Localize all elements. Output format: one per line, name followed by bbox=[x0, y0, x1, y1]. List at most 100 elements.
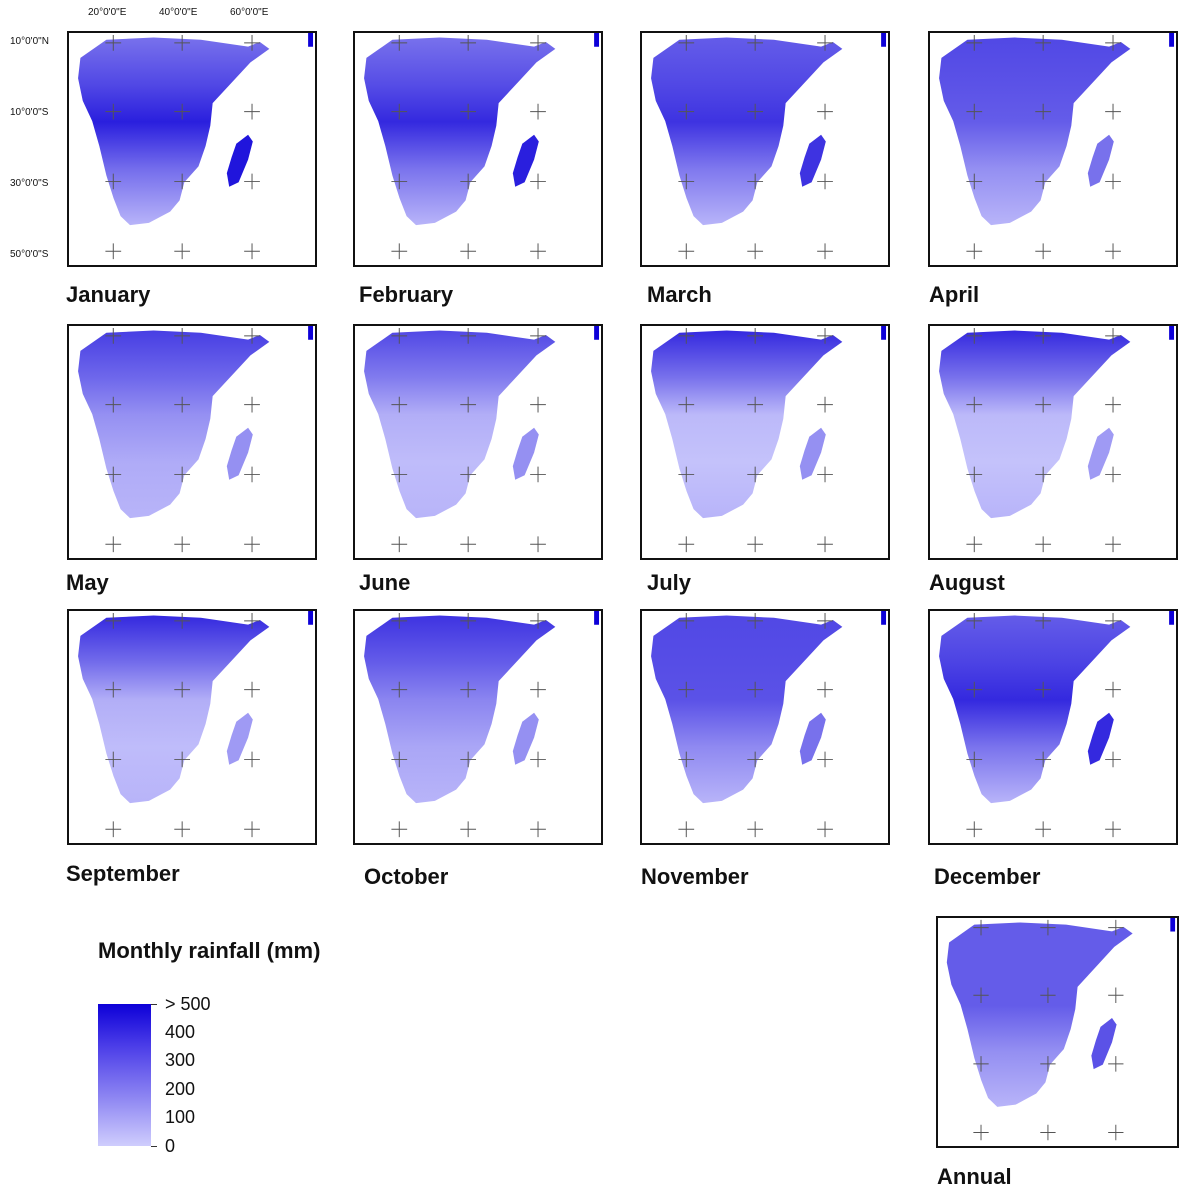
legend-tickmark bbox=[151, 1146, 157, 1147]
graticule-cross bbox=[460, 327, 477, 344]
y-axis-label-50s: 50°0'0"S bbox=[10, 249, 49, 260]
graticule-cross bbox=[530, 173, 546, 190]
graticule-cross bbox=[966, 612, 983, 629]
graticule-cross bbox=[678, 751, 695, 768]
graticule-cross bbox=[747, 173, 764, 190]
rainfall-map bbox=[364, 611, 600, 838]
graticule-cross bbox=[1035, 396, 1052, 413]
graticule-cross bbox=[1105, 466, 1121, 483]
rainfall-map bbox=[939, 611, 1175, 838]
legend-tick-300: 300 bbox=[165, 1050, 196, 1070]
graticule-cross bbox=[105, 751, 122, 768]
graticule-cross bbox=[391, 612, 408, 629]
graticule-cross bbox=[1035, 681, 1052, 698]
graticule-cross bbox=[966, 327, 983, 344]
rainfall-map bbox=[651, 326, 887, 553]
graticule-cross bbox=[530, 751, 546, 768]
graticule-cross bbox=[817, 751, 833, 768]
graticule-cross bbox=[1035, 243, 1052, 260]
graticule-cross bbox=[460, 103, 477, 120]
graticule-cross bbox=[966, 536, 983, 553]
graticule-cross bbox=[174, 466, 191, 483]
panel-label-october: October bbox=[364, 864, 449, 889]
madagascar-landmass bbox=[512, 712, 539, 765]
graticule-cross bbox=[530, 612, 546, 629]
graticule-cross bbox=[1035, 466, 1052, 483]
graticule-cross bbox=[747, 612, 764, 629]
graticule-cross bbox=[391, 243, 408, 260]
legend-tickmark bbox=[151, 1004, 157, 1005]
panel-label-september: September bbox=[66, 861, 180, 886]
graticule-cross bbox=[174, 751, 191, 768]
graticule-cross bbox=[817, 173, 833, 190]
graticule-cross bbox=[747, 103, 764, 120]
graticule-cross bbox=[1035, 173, 1052, 190]
graticule-cross bbox=[817, 396, 833, 413]
graticule-cross bbox=[817, 681, 833, 698]
panel-label-august: August bbox=[929, 570, 1005, 595]
graticule-cross bbox=[460, 34, 477, 51]
graticule-cross bbox=[1105, 821, 1121, 838]
panel-label-november: November bbox=[641, 864, 749, 889]
rainfall-map bbox=[651, 33, 887, 260]
graticule-cross bbox=[244, 34, 260, 51]
africa-landmass bbox=[651, 615, 843, 804]
africa-landmass bbox=[78, 615, 270, 804]
africa-landmass bbox=[78, 330, 270, 519]
arabian-edge bbox=[1169, 33, 1175, 47]
arabian-edge bbox=[881, 326, 887, 340]
graticule-cross bbox=[174, 243, 191, 260]
graticule-cross bbox=[105, 173, 122, 190]
map-panel-august bbox=[928, 324, 1178, 560]
legend-tick-400: 400 bbox=[165, 1022, 196, 1042]
graticule-cross bbox=[105, 536, 122, 553]
y-axis-label-10n: 10°0'0"N bbox=[10, 36, 49, 47]
map-panel-april bbox=[928, 31, 1178, 267]
madagascar-landmass bbox=[799, 712, 826, 765]
graticule-cross bbox=[966, 821, 983, 838]
graticule-cross bbox=[1105, 173, 1121, 190]
panel-label-march: March bbox=[647, 282, 712, 307]
graticule-cross bbox=[244, 821, 260, 838]
x-axis-label-60e: 60°0'0"E bbox=[230, 7, 269, 18]
rainfall-map bbox=[364, 326, 600, 553]
graticule-cross bbox=[530, 243, 546, 260]
madagascar-landmass bbox=[1087, 712, 1114, 765]
madagascar-landmass bbox=[226, 427, 253, 480]
graticule-cross bbox=[966, 243, 983, 260]
panel-label-july: July bbox=[647, 570, 692, 595]
arabian-edge bbox=[594, 33, 600, 47]
graticule-cross bbox=[244, 612, 260, 629]
graticule-cross bbox=[747, 396, 764, 413]
graticule-cross bbox=[174, 612, 191, 629]
graticule-cross bbox=[244, 536, 260, 553]
graticule-cross bbox=[530, 103, 546, 120]
panel-label-february: February bbox=[359, 282, 454, 307]
graticule-cross bbox=[244, 103, 260, 120]
legend-tick-200: 200 bbox=[165, 1079, 196, 1099]
africa-landmass bbox=[939, 330, 1131, 519]
graticule-cross bbox=[966, 34, 983, 51]
legend-title: Monthly rainfall (mm) bbox=[98, 938, 321, 963]
graticule-cross bbox=[391, 34, 408, 51]
graticule-cross bbox=[174, 173, 191, 190]
graticule-cross bbox=[244, 243, 260, 260]
graticule-cross bbox=[747, 34, 764, 51]
graticule-cross bbox=[105, 466, 122, 483]
graticule-cross bbox=[1035, 821, 1052, 838]
graticule-cross bbox=[530, 396, 546, 413]
graticule-cross bbox=[817, 536, 833, 553]
rainfall-map bbox=[78, 326, 314, 553]
graticule-cross bbox=[1035, 34, 1052, 51]
graticule-cross bbox=[1105, 612, 1121, 629]
graticule-cross bbox=[174, 536, 191, 553]
graticule-cross bbox=[1105, 681, 1121, 698]
graticule-cross bbox=[817, 327, 833, 344]
graticule-cross bbox=[678, 173, 695, 190]
graticule-cross bbox=[817, 243, 833, 260]
graticule-cross bbox=[817, 103, 833, 120]
map-panel-january bbox=[67, 31, 317, 267]
graticule-cross bbox=[966, 466, 983, 483]
map-panel-june bbox=[353, 324, 603, 560]
graticule-cross bbox=[105, 103, 122, 120]
